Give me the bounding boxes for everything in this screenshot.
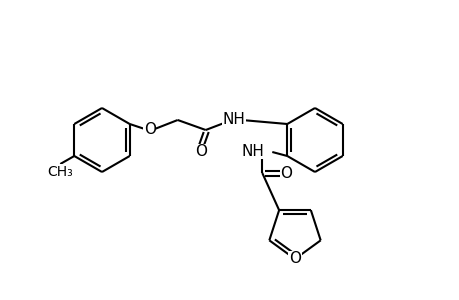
Text: O: O bbox=[143, 122, 156, 137]
Text: NH: NH bbox=[222, 112, 245, 128]
Text: O: O bbox=[288, 251, 300, 266]
Text: CH₃: CH₃ bbox=[47, 165, 73, 179]
Text: O: O bbox=[280, 166, 291, 181]
Text: O: O bbox=[194, 145, 206, 160]
Text: NH: NH bbox=[241, 143, 264, 158]
